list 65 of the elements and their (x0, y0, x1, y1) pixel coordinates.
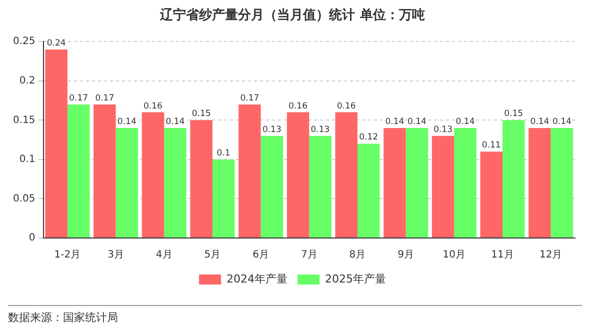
bar (550, 128, 574, 238)
data-label: 0.17 (69, 93, 88, 104)
bar (406, 128, 428, 238)
data-label: 0.17 (240, 93, 260, 104)
chart-title: 辽宁省纱产量分月（当月值）统计 单位：万吨 (159, 7, 425, 24)
bar (432, 136, 454, 238)
x-tick-label: 1-2月 (54, 250, 81, 261)
x-tick-label: 12月 (539, 250, 562, 261)
y-tick-label: 0 (28, 232, 36, 244)
bar (480, 152, 502, 238)
bar (286, 112, 310, 238)
y-tick-label: 0.1 (19, 154, 36, 166)
data-label: 0.13 (262, 124, 282, 135)
bar (309, 136, 332, 238)
x-tick-label: 4月 (156, 250, 172, 261)
x-tick-label: 6月 (252, 250, 269, 261)
bar (335, 112, 358, 238)
bar (238, 104, 261, 238)
bar (67, 104, 90, 238)
bar (502, 120, 525, 238)
x-tick-label: 9月 (398, 250, 414, 261)
data-label: 0.13 (434, 124, 452, 135)
bar (142, 112, 164, 238)
data-label: 0.16 (144, 101, 162, 112)
data-label: 0.14 (117, 116, 136, 127)
y-tick-label: 0.25 (13, 36, 36, 48)
data-label: 0.12 (359, 132, 378, 143)
data-label: 0.15 (192, 109, 211, 120)
bar (454, 128, 476, 238)
x-tick-label: 8月 (349, 250, 366, 261)
source-note: 数据来源：国家统计局 (8, 311, 118, 324)
bar (116, 128, 138, 238)
bar (357, 144, 380, 238)
y-tick-label: 0.05 (13, 193, 36, 204)
data-label: 0.16 (336, 101, 356, 112)
data-label: 0.14 (407, 116, 426, 127)
legend-label: 2024年产量 (226, 272, 288, 286)
data-label: 0.14 (530, 116, 550, 127)
bar (94, 104, 116, 238)
bar (528, 128, 551, 238)
data-label: 0.15 (504, 109, 524, 120)
y-tick-label: 0.15 (13, 114, 36, 126)
x-tick-label: 5月 (204, 250, 221, 261)
bar (212, 159, 235, 238)
bar (260, 136, 284, 238)
data-label: 0.24 (46, 38, 66, 48)
bar (45, 49, 68, 238)
legend-label: 2025年产量 (325, 272, 386, 286)
x-tick-label: 7月 (300, 250, 318, 261)
data-label: 0.16 (288, 101, 308, 112)
data-label: 0.14 (456, 116, 475, 127)
data-label: 0.14 (385, 116, 404, 127)
data-label: 0.11 (482, 140, 501, 151)
x-tick-label: 11月 (491, 250, 514, 261)
data-label: 0.14 (552, 116, 572, 127)
x-tick-label: 10月 (442, 250, 466, 261)
data-label: 0.17 (95, 93, 114, 104)
bar (164, 128, 186, 238)
bar (190, 120, 212, 238)
x-tick-label: 3月 (108, 250, 124, 261)
bar (384, 128, 406, 238)
data-label: 0.13 (310, 124, 330, 135)
data-label: 0.14 (166, 116, 185, 127)
data-label: 0.1 (216, 148, 230, 158)
y-tick-label: 0.2 (19, 75, 36, 86)
